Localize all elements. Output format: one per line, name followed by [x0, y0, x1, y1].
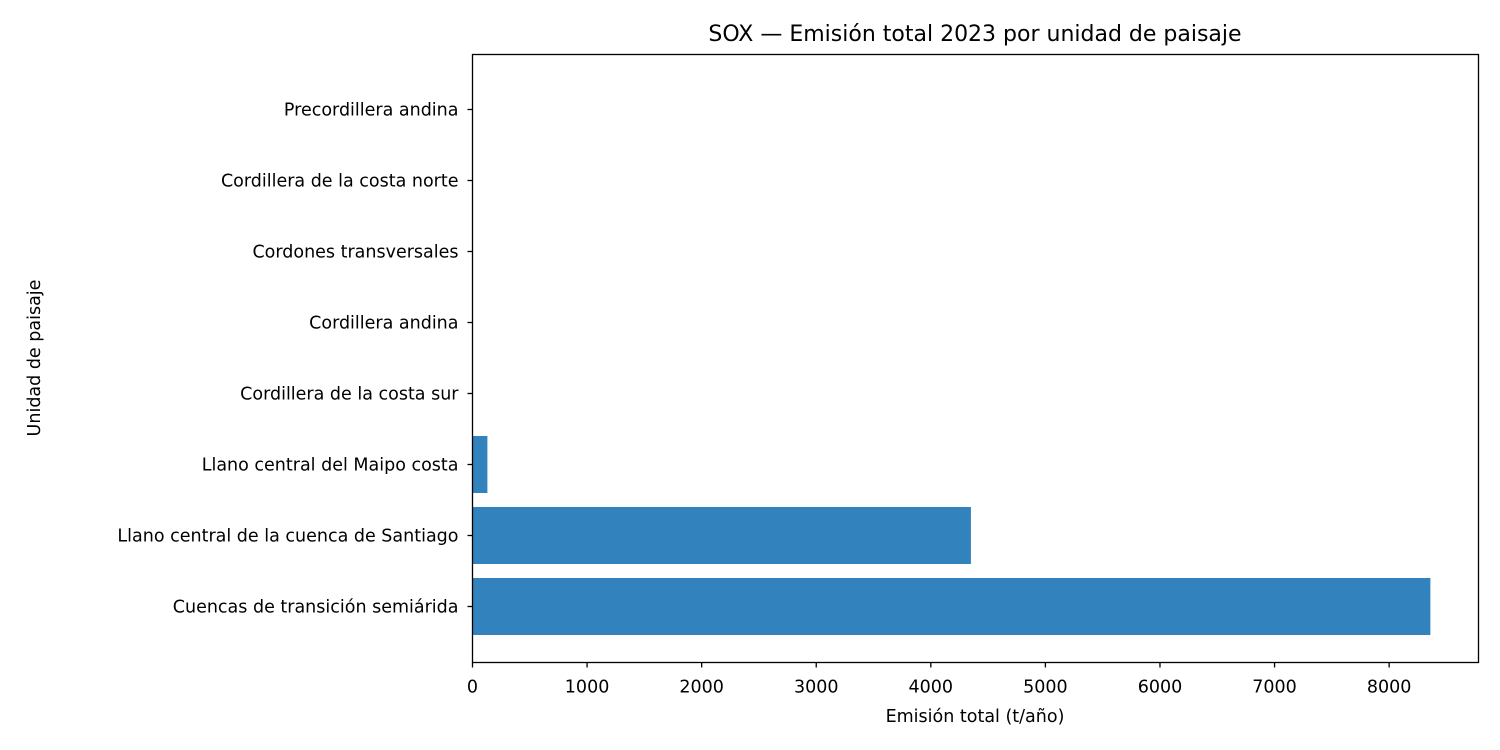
bars-group: [472, 436, 1431, 635]
bar-cuencas-de-transicion-semiarida: [472, 578, 1431, 635]
plot-frame: [471, 53, 1480, 664]
x-tick-label-7000: 7000: [1252, 678, 1297, 698]
x-axis-label: Emisión total (t/año): [886, 707, 1065, 727]
bar-llano-central-del-maipo-costa: [472, 436, 488, 493]
x-tick-label-1000: 1000: [565, 678, 610, 698]
x-tick-label-0: 0: [467, 678, 478, 698]
y-tick-label-cuencas-de-transicion-semiarida: Cuencas de transición semiárida: [173, 598, 459, 618]
y-tick-label-llano-central-de-la-cuenca-de-santiago: Llano central de la cuenca de Santiago: [117, 527, 458, 547]
x-axis-ticks: 0 1000 2000 3000 4000 5000 6000 7000 8000: [467, 662, 1412, 698]
x-tick-label-2000: 2000: [679, 678, 724, 698]
x-tick-label-5000: 5000: [1023, 678, 1068, 698]
y-tick-label-cordillera-de-la-costa-norte: Cordillera de la costa norte: [221, 172, 459, 192]
y-tick-label-llano-central-del-maipo-costa: Llano central del Maipo costa: [202, 456, 459, 476]
bar-llano-central-de-la-cuenca-de-santiago: [472, 507, 971, 564]
x-tick-label-8000: 8000: [1367, 678, 1412, 698]
y-axis-ticks: Cuencas de transición semiárida Llano cen…: [117, 101, 473, 618]
y-tick-label-cordillera-de-la-costa-sur: Cordillera de la costa sur: [240, 385, 459, 405]
y-tick-label-cordones-transversales: Cordones transversales: [252, 243, 458, 263]
y-tick-label-precordillera-andina: Precordillera andina: [284, 101, 459, 121]
x-tick-label-6000: 6000: [1138, 678, 1183, 698]
y-axis-label: Unidad de paisaje: [25, 280, 45, 437]
y-tick-label-cordillera-andina: Cordillera andina: [309, 314, 458, 334]
x-tick-label-4000: 4000: [909, 678, 954, 698]
chart-title: SOX — Emisión total 2023 por unidad de p…: [708, 22, 1241, 47]
x-tick-label-3000: 3000: [794, 678, 839, 698]
